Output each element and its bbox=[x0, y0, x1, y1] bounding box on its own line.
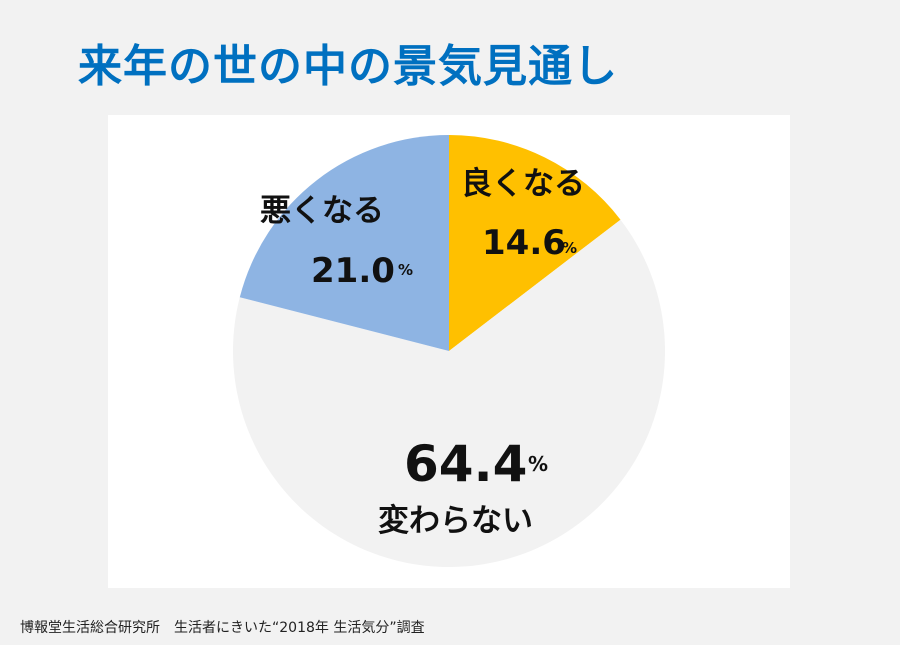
label-bad-value: 21.0 bbox=[311, 251, 395, 291]
label-good-percent: % bbox=[562, 239, 577, 257]
label-same-name: 変わらない bbox=[378, 503, 533, 539]
label-good-name: 良くなる bbox=[461, 166, 585, 202]
slice-good bbox=[449, 135, 621, 351]
label-good-value: 14.6 bbox=[482, 223, 566, 263]
source-note: 博報堂生活総合研究所 生活者にきいた“2018年 生活気分”調査 bbox=[20, 620, 425, 636]
chart-area: 良くなる 14.6 % 悪くなる 21.0 % 64.4 % 変わらない bbox=[108, 115, 790, 588]
page-title: 来年の世の中の景気見通し bbox=[78, 41, 618, 92]
slice-bad bbox=[239, 135, 449, 351]
label-bad-percent: % bbox=[398, 261, 413, 279]
label-same-percent: % bbox=[528, 452, 548, 476]
label-bad-name: 悪くなる bbox=[260, 193, 384, 229]
slice-same bbox=[233, 219, 666, 568]
pie-chart: 良くなる 14.6 % 悪くなる 21.0 % 64.4 % 変わらない bbox=[233, 135, 666, 568]
label-same-value: 64.4 bbox=[404, 435, 527, 493]
